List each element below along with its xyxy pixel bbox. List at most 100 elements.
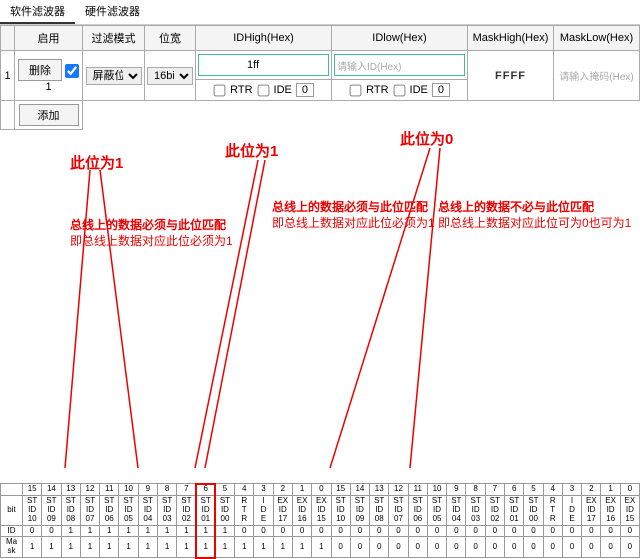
- anno-l3b: 即总线上数据对应此位可为0也可为1: [438, 214, 631, 231]
- idlow-rtr-chk[interactable]: [350, 84, 362, 96]
- mode-select[interactable]: 屏蔽位: [86, 67, 142, 85]
- idlow-ide-chk[interactable]: [393, 84, 405, 96]
- bit-cell: 0: [389, 525, 408, 537]
- bit-cell: 8: [157, 484, 176, 496]
- idhigh-input[interactable]: [201, 58, 261, 72]
- bit-cell: EXID17: [273, 496, 292, 525]
- filter-table: 启用 过滤模式 位宽 IDHigh(Hex) IDlow(Hex) MaskHi…: [0, 25, 640, 130]
- bit-cell: 0: [350, 525, 369, 537]
- idlow-ext[interactable]: [432, 83, 450, 97]
- bit-cell: 1: [157, 537, 176, 558]
- bit-cell: 0: [447, 525, 466, 537]
- bit-cell: 0: [389, 537, 408, 558]
- tab-soft[interactable]: 软件滤波器: [0, 0, 75, 24]
- bit-cell: 0: [408, 525, 427, 537]
- bit-cell: 12: [80, 484, 99, 496]
- bit-cell: 1: [100, 525, 119, 537]
- bit-cell: 0: [23, 525, 42, 537]
- bit-table-wrap: 1514131211109876543210151413121110987654…: [0, 483, 640, 558]
- bit-cell: STID09: [350, 496, 369, 525]
- enable-checkbox[interactable]: [65, 64, 79, 78]
- bit-cell: 0: [485, 525, 504, 537]
- bit-cell: 13: [61, 484, 80, 496]
- bit-cell: 1: [312, 537, 331, 558]
- bit-cell: 0: [620, 537, 639, 558]
- bit-cell: STID03: [157, 496, 176, 525]
- col-blank: [1, 26, 15, 51]
- bit-row-label: ID: [1, 525, 23, 537]
- bit-cell: EXID15: [620, 496, 639, 525]
- bit-cell: 0: [42, 525, 61, 537]
- bit-cell: 1: [157, 525, 176, 537]
- add-button[interactable]: 添加: [19, 104, 79, 126]
- bit-cell: STID02: [177, 496, 196, 525]
- bit-cell: 0: [427, 537, 446, 558]
- bit-cell: 1: [138, 537, 157, 558]
- bit-cell: STID06: [100, 496, 119, 525]
- delete-button[interactable]: 删除: [18, 59, 62, 81]
- bit-cell: EXID16: [601, 496, 620, 525]
- bit-cell: 0: [331, 537, 350, 558]
- bit-cell: STID03: [466, 496, 485, 525]
- bit-cell: 9: [138, 484, 157, 496]
- ide-label2: IDE: [410, 84, 428, 96]
- bit-cell: 1: [119, 525, 138, 537]
- tab-hard[interactable]: 硬件滤波器: [75, 0, 150, 24]
- bit-cell: 1: [292, 537, 311, 558]
- bit-cell: 1: [215, 525, 234, 537]
- idhigh-ext[interactable]: [296, 83, 314, 97]
- bit-cell: 14: [350, 484, 369, 496]
- bit-cell: STID00: [215, 496, 234, 525]
- bit-cell: 4: [543, 484, 562, 496]
- bit-cell: EXID15: [312, 496, 331, 525]
- col-idlow: IDlow(Hex): [332, 26, 468, 51]
- bit-cell: STID07: [389, 496, 408, 525]
- bit-cell: 0: [235, 525, 254, 537]
- bit-cell: 2: [582, 484, 601, 496]
- col-maskhigh: MaskHigh(Hex): [468, 26, 554, 51]
- bit-cell: 7: [485, 484, 504, 496]
- bit-cell: 0: [562, 525, 581, 537]
- bit-row-label: [1, 484, 23, 496]
- bit-cell: 1: [61, 537, 80, 558]
- bit-cell: 0: [620, 525, 639, 537]
- enable-cell: 删除 1: [15, 51, 83, 101]
- bit-cell: 0: [524, 525, 543, 537]
- bit-cell: 1: [61, 525, 80, 537]
- bit-cell: 0: [582, 525, 601, 537]
- bit-cell: STID05: [119, 496, 138, 525]
- bit-cell: 0: [524, 537, 543, 558]
- bit-cell: 0: [254, 525, 273, 537]
- idhigh-ide-chk[interactable]: [257, 84, 269, 96]
- bit-cell: 5: [215, 484, 234, 496]
- bit-cell: STID04: [138, 496, 157, 525]
- bit-cell: 15: [331, 484, 350, 496]
- bit-cell: STID04: [447, 496, 466, 525]
- bit-cell: 0: [620, 484, 639, 496]
- bit-cell: 1: [254, 537, 273, 558]
- bit-cell: 14: [42, 484, 61, 496]
- bit-cell: 0: [273, 525, 292, 537]
- bit-cell: 0: [543, 537, 562, 558]
- bit-cell: 1: [196, 525, 215, 537]
- bit-cell: 7: [177, 484, 196, 496]
- add-cell: 添加: [15, 101, 83, 130]
- bit-cell: RTR: [235, 496, 254, 525]
- bit-cell: IDE: [562, 496, 581, 525]
- bit-cell: 4: [235, 484, 254, 496]
- row-idx: 1: [1, 51, 15, 101]
- bit-cell: 9: [447, 484, 466, 496]
- bit-cell: STID07: [80, 496, 99, 525]
- bit-cell: RTR: [543, 496, 562, 525]
- bit-cell: 6: [505, 484, 524, 496]
- mode-cell: 屏蔽位: [83, 51, 145, 101]
- width-select[interactable]: 16bit: [147, 67, 193, 85]
- bit-cell: 1: [235, 537, 254, 558]
- bit-cell: 1: [177, 525, 196, 537]
- bit-cell: 6: [196, 484, 215, 496]
- idhigh-rtr-chk[interactable]: [214, 84, 226, 96]
- anno-l3a: 总线上的数据不必与此位匹配: [438, 198, 594, 215]
- masklow-placeholder: 请输入掩码(Hex): [559, 72, 633, 83]
- bit-cell: 0: [427, 525, 446, 537]
- anno-l2a: 总线上的数据必须与此位匹配: [272, 198, 428, 215]
